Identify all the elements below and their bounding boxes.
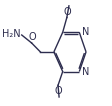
Text: O: O [55, 86, 62, 96]
Text: N: N [82, 27, 89, 37]
Text: N: N [82, 67, 89, 77]
Text: O: O [28, 32, 36, 42]
Text: H₂N: H₂N [2, 29, 21, 39]
Text: O: O [64, 7, 71, 17]
